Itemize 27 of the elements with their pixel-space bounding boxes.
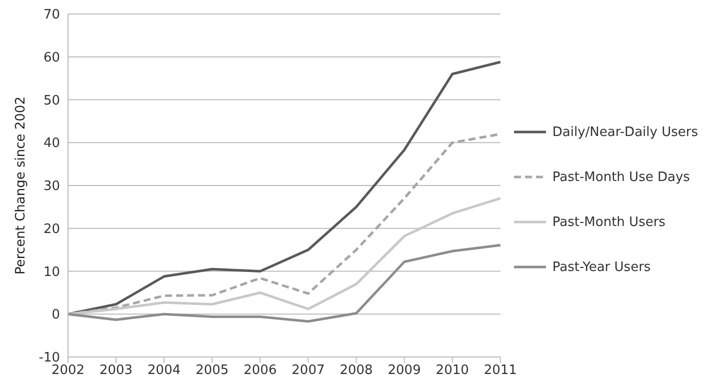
x-tick-label: 2004 [148, 363, 181, 378]
legend-label: Daily/Near-Daily Users [552, 124, 698, 140]
legend-label: Past-Month Use Days [552, 170, 690, 184]
line-series [66, 197, 502, 316]
x-tick-label: 2003 [99, 363, 133, 378]
x-tick-label: 2009 [388, 363, 421, 378]
y-tick-label: 70 [43, 8, 60, 23]
legend-label: Past-Year Users [552, 260, 651, 274]
y-tick-label: 10 [43, 264, 60, 280]
x-tick-label: 2002 [51, 363, 85, 378]
line-series [66, 244, 502, 323]
y-tick-label: 60 [43, 50, 60, 66]
y-tick-label: 20 [43, 222, 60, 237]
x-tick-label: 2005 [196, 363, 229, 378]
line-series [66, 60, 502, 316]
y-axis-title: Percent Change since 2002 [14, 96, 29, 274]
x-tick-label: 2006 [244, 363, 277, 378]
x-tick-label: 2008 [340, 363, 373, 378]
y-tick-label: 0 [52, 308, 60, 323]
y-tick-label: -10 [38, 350, 60, 366]
x-tick-label: 2007 [292, 363, 325, 378]
y-tick-label: 50 [43, 93, 60, 108]
y-tick-label: 30 [43, 179, 60, 194]
x-tick-label: 2010 [436, 363, 469, 378]
y-tick-label: 40 [43, 136, 60, 152]
x-tick-label: 2011 [484, 363, 517, 378]
legend-label: Past-Month Users [552, 214, 666, 230]
